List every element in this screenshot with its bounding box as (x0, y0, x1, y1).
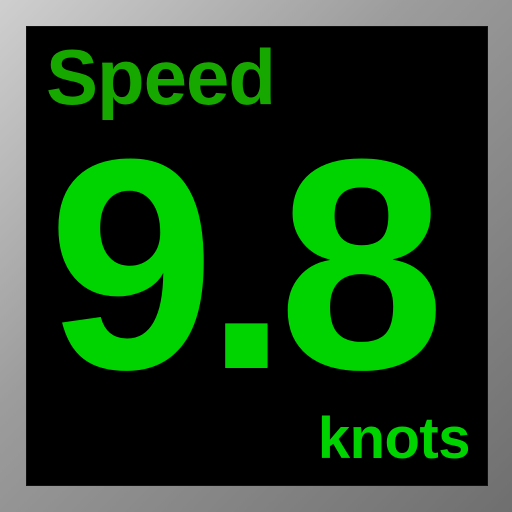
speed-value: 9.8 (48, 96, 445, 432)
speed-display-screen: Speed 9.8 knots (26, 26, 488, 486)
speed-unit: knots (317, 406, 471, 471)
speed-label: Speed (46, 33, 276, 121)
